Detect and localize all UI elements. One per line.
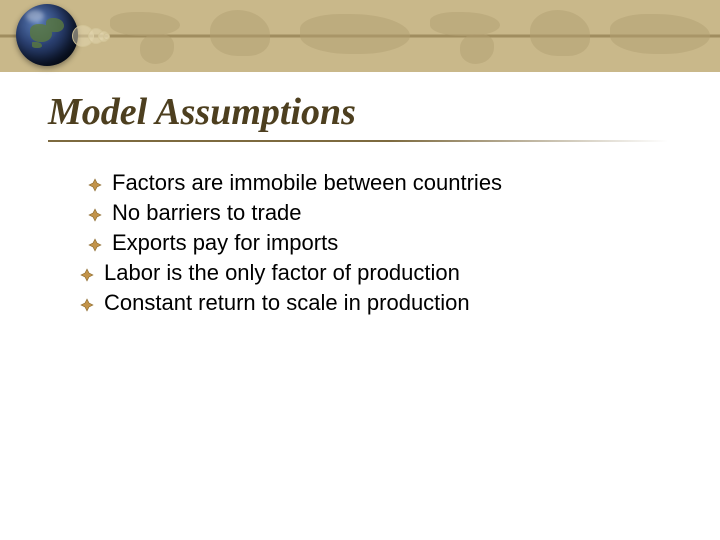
- bullet-marker-icon: [80, 298, 94, 312]
- banner: [0, 0, 720, 72]
- bullet-list: Factors are immobile between countries N…: [80, 170, 720, 316]
- bullet-item: Exports pay for imports: [80, 230, 720, 256]
- globe-ripple-decor: [72, 22, 132, 50]
- bullet-text: Constant return to scale in production: [104, 290, 470, 316]
- bullet-text: Exports pay for imports: [112, 230, 338, 256]
- bullet-item: No barriers to trade: [80, 200, 720, 226]
- slide-title: Model Assumptions: [48, 90, 720, 134]
- bullet-item: Labor is the only factor of production: [80, 260, 720, 286]
- globe-icon: [16, 4, 78, 66]
- bullet-marker-icon: [80, 268, 94, 282]
- bullet-text: Factors are immobile between countries: [112, 170, 502, 196]
- title-underline: [48, 140, 668, 142]
- bullet-marker-icon: [88, 208, 102, 222]
- bullet-text: Labor is the only factor of production: [104, 260, 460, 286]
- bullet-marker-icon: [88, 178, 102, 192]
- bullet-text: No barriers to trade: [112, 200, 302, 226]
- bullet-marker-icon: [88, 238, 102, 252]
- bullet-item: Constant return to scale in production: [80, 290, 720, 316]
- bullet-item: Factors are immobile between countries: [80, 170, 720, 196]
